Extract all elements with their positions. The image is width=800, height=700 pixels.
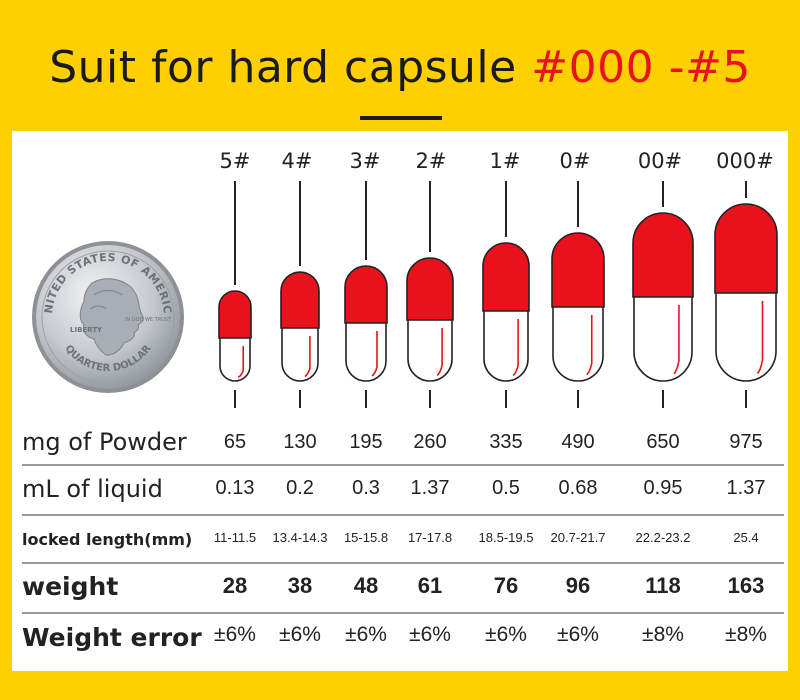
capsule-illustrations bbox=[218, 181, 778, 408]
cell-powder-7: 975 bbox=[729, 431, 763, 453]
capsule-body bbox=[483, 306, 529, 382]
title-main: Suit for hard capsule bbox=[49, 42, 517, 93]
capsule-body bbox=[345, 318, 387, 382]
capsule-body bbox=[552, 302, 604, 382]
size-label-000: 000# bbox=[716, 149, 774, 173]
cell-powder-5: 490 bbox=[561, 431, 595, 453]
cell-weight-error-1: ±6% bbox=[279, 623, 321, 646]
title-range: #000 -#5 bbox=[531, 42, 751, 93]
capsule-5 bbox=[551, 181, 605, 408]
cell-powder-2: 195 bbox=[349, 431, 383, 453]
quarter-coin-image: UNITED STATES OF AMERICA QUARTER DOLLAR … bbox=[30, 239, 184, 393]
capsule-size-table: 5# 4# 3# 2# 1# 0# 00# 000# UNITED STATES… bbox=[12, 131, 788, 671]
capsule-highlight bbox=[512, 319, 519, 377]
coin-motto-text: IN GOD WE TRUST bbox=[125, 317, 172, 323]
cell-weight-error-6: ±8% bbox=[642, 623, 684, 646]
capsule-body bbox=[407, 315, 453, 382]
cell-weight-error-2: ±6% bbox=[345, 623, 387, 646]
title-underline bbox=[360, 116, 442, 120]
cell-liquid-7: 1.37 bbox=[726, 477, 766, 499]
capsule-cap bbox=[344, 265, 388, 324]
row-label-liquid: mL of liquid bbox=[22, 475, 163, 503]
row-label-weight-error: Weight error bbox=[22, 623, 202, 652]
cell-locked-length-1: 13.4-14.3 bbox=[272, 530, 328, 545]
cell-weight-4: 76 bbox=[493, 573, 519, 598]
row-label-locked-length: locked length(mm) bbox=[22, 530, 193, 549]
cell-weight-error-4: ±6% bbox=[485, 623, 527, 646]
cell-liquid-3: 1.37 bbox=[410, 477, 450, 499]
size-label-4: 4# bbox=[281, 149, 313, 173]
cell-weight-3: 61 bbox=[417, 573, 443, 598]
cell-liquid-6: 0.95 bbox=[643, 477, 683, 499]
row-label-weight: weight bbox=[22, 572, 119, 601]
capsule-highlight bbox=[436, 328, 443, 377]
cell-liquid-2: 0.3 bbox=[352, 477, 380, 499]
capsule-7 bbox=[714, 181, 778, 408]
cell-liquid-0: 0.13 bbox=[215, 477, 255, 499]
capsule-highlight bbox=[237, 346, 245, 378]
capsule-0 bbox=[218, 181, 252, 408]
cell-locked-length-4: 18.5-19.5 bbox=[478, 530, 534, 545]
cell-powder-6: 650 bbox=[646, 431, 680, 453]
capsule-4 bbox=[482, 181, 530, 408]
size-label-2: 2# bbox=[415, 149, 447, 173]
size-label-5: 5# bbox=[219, 149, 251, 173]
cell-locked-length-6: 22.2-23.2 bbox=[635, 530, 691, 545]
cell-locked-length-2: 15-15.8 bbox=[343, 530, 389, 545]
cell-locked-length-5: 20.7-21.7 bbox=[550, 530, 606, 545]
cell-locked-length-0: 11-11.5 bbox=[213, 530, 257, 545]
row-divider bbox=[22, 612, 784, 614]
capsule-highlight bbox=[304, 336, 311, 378]
row-divider bbox=[22, 464, 784, 466]
capsule-body bbox=[281, 323, 319, 382]
cell-weight-1: 38 bbox=[287, 573, 313, 598]
cell-weight-error-3: ±6% bbox=[409, 623, 451, 646]
cell-locked-length-7: 25.4 bbox=[733, 530, 759, 545]
cell-liquid-5: 0.68 bbox=[558, 477, 598, 499]
capsule-highlight bbox=[756, 301, 764, 375]
row-label-powder: mg of Powder bbox=[22, 428, 187, 456]
capsule-body bbox=[219, 333, 251, 382]
capsule-highlight bbox=[586, 315, 593, 376]
size-label-3: 3# bbox=[349, 149, 381, 173]
size-label-1: 1# bbox=[489, 149, 521, 173]
size-label-00: 00# bbox=[637, 149, 683, 173]
capsule-6 bbox=[632, 181, 694, 408]
cell-locked-length-3: 17-17.8 bbox=[407, 530, 453, 545]
capsule-cap bbox=[406, 257, 454, 321]
cell-powder-1: 130 bbox=[283, 431, 317, 453]
capsule-cap bbox=[482, 242, 530, 312]
capsule-body bbox=[715, 288, 777, 382]
cell-weight-5: 96 bbox=[565, 573, 591, 598]
cell-weight-2: 48 bbox=[353, 573, 379, 598]
cell-liquid-4: 0.5 bbox=[492, 477, 520, 499]
size-label-0: 0# bbox=[559, 149, 591, 173]
cell-powder-3: 260 bbox=[413, 431, 447, 453]
cell-weight-error-0: ±6% bbox=[214, 623, 256, 646]
coin-liberty-text: LIBERTY bbox=[70, 326, 103, 334]
capsule-highlight bbox=[371, 331, 378, 377]
cell-weight-error-5: ±6% bbox=[557, 623, 599, 646]
capsule-cap bbox=[218, 290, 252, 339]
cell-powder-0: 65 bbox=[223, 431, 247, 453]
cell-weight-error-7: ±8% bbox=[725, 623, 767, 646]
capsule-body bbox=[633, 292, 693, 382]
cell-powder-4: 335 bbox=[489, 431, 523, 453]
capsule-1 bbox=[280, 181, 320, 408]
row-divider bbox=[22, 562, 784, 564]
capsule-cap bbox=[714, 203, 778, 294]
capsule-highlight bbox=[673, 305, 680, 375]
row-divider bbox=[22, 514, 784, 516]
capsule-3 bbox=[406, 181, 454, 408]
cell-weight-6: 118 bbox=[645, 573, 681, 598]
cell-weight-7: 163 bbox=[727, 573, 765, 598]
page-title: Suit for hard capsule #000 -#5 bbox=[0, 42, 800, 93]
capsule-cap bbox=[280, 271, 320, 329]
capsule-cap bbox=[632, 212, 694, 298]
capsule-2 bbox=[344, 181, 388, 408]
cell-weight-0: 28 bbox=[222, 573, 248, 598]
capsule-cap bbox=[551, 232, 605, 308]
cell-liquid-1: 0.2 bbox=[286, 477, 314, 499]
